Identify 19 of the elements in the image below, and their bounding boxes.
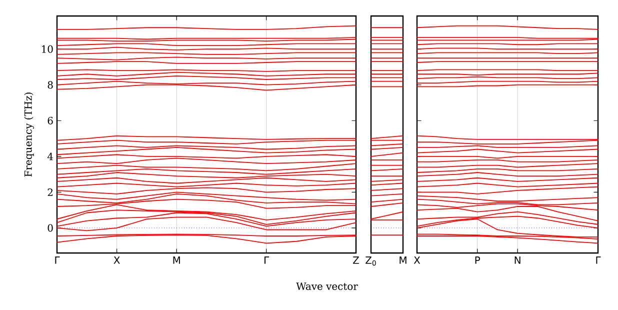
x-tick-label: M	[400, 256, 406, 264]
x-tick-label: Γ	[596, 256, 601, 264]
x-tick-label: X	[414, 256, 420, 264]
x-tick-label: Z	[353, 256, 359, 264]
x-tick-label: Γ	[264, 256, 270, 264]
x-tick-label: X	[114, 256, 120, 264]
x-tick-label: M	[173, 256, 180, 264]
x-tick-label: Z$_{0}$	[366, 256, 376, 266]
x-tick-label: Γ	[55, 256, 60, 264]
y-axis-title: Frequency (THz)	[24, 92, 34, 177]
y-tick-label: 8	[48, 81, 53, 89]
y-tick-label: 4	[47, 152, 53, 160]
x-tick-label: P	[475, 256, 480, 264]
x-tick-label: N	[514, 256, 520, 264]
y-tick-label: 2	[48, 188, 52, 196]
y-tick-label: 0	[48, 224, 53, 232]
y-tick-label: 10	[42, 45, 53, 53]
y-tick-label: 6	[48, 116, 53, 124]
x-axis-title: Wave vector	[296, 282, 358, 290]
